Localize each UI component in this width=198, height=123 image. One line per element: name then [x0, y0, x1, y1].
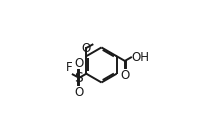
Text: O: O: [120, 69, 129, 82]
Text: O: O: [74, 57, 84, 70]
Text: O: O: [74, 86, 84, 99]
Text: OH: OH: [131, 51, 149, 64]
Text: S: S: [74, 71, 83, 85]
Text: O: O: [82, 42, 91, 55]
Text: F: F: [66, 61, 72, 74]
